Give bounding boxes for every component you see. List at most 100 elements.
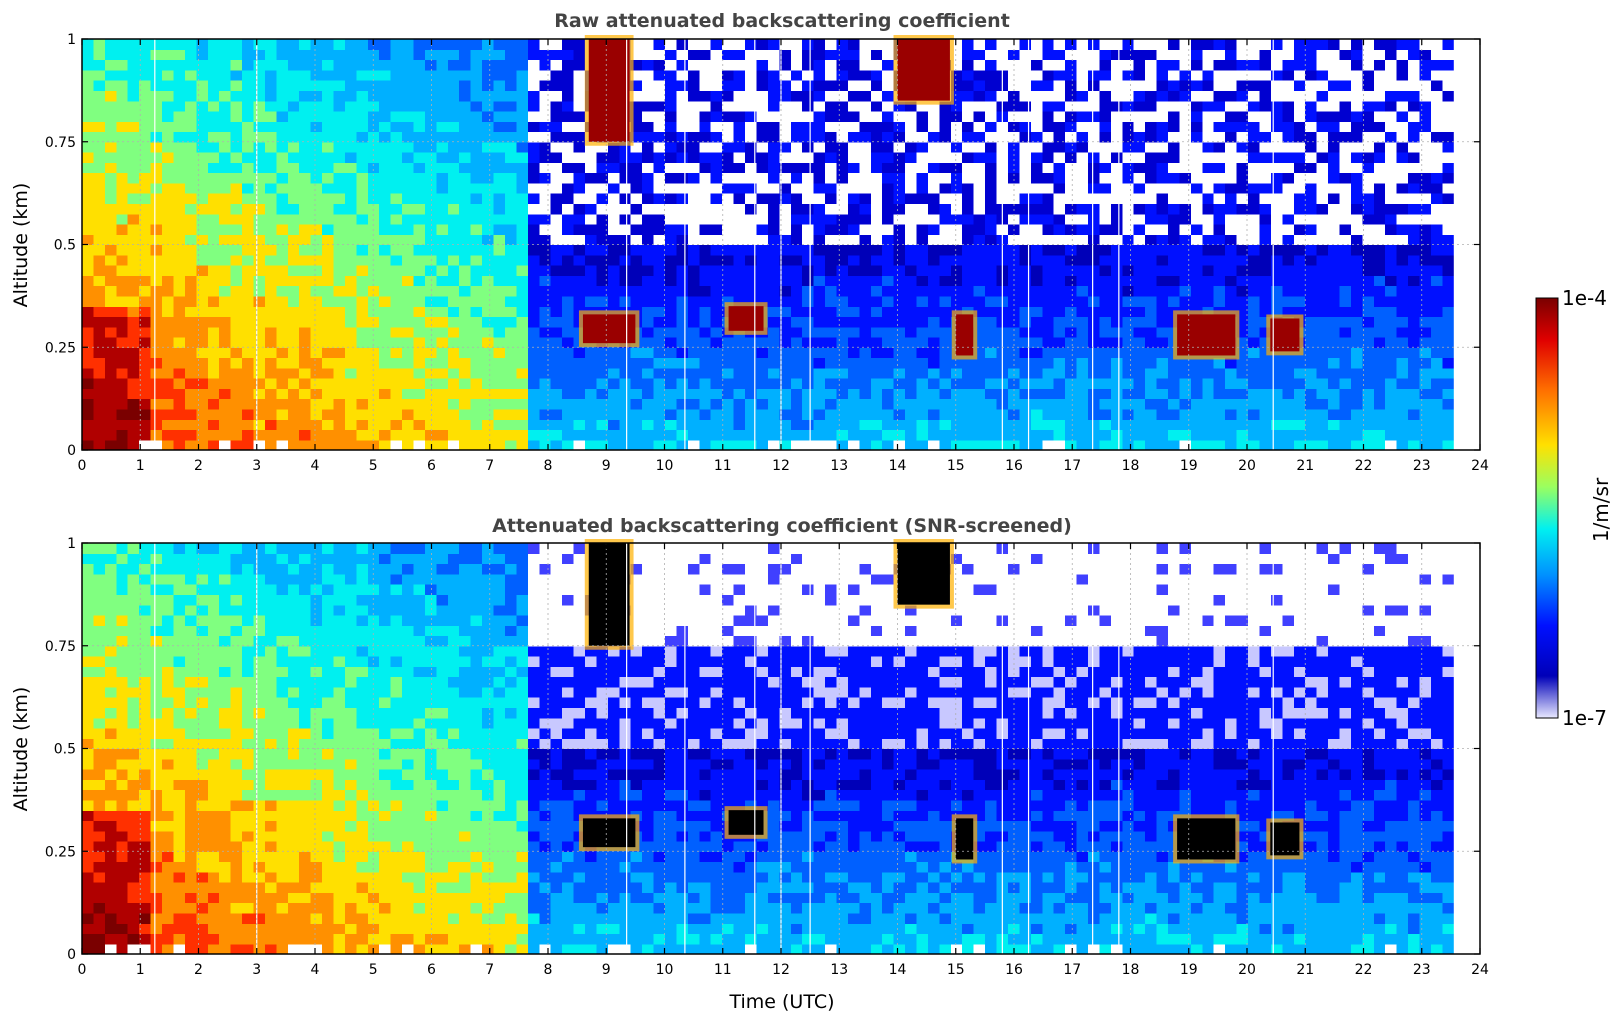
heatmap-cell: [242, 100, 255, 112]
heatmap-cell: [882, 152, 895, 163]
heatmap-cell: [1316, 439, 1329, 451]
heatmap-cell: [1099, 244, 1112, 256]
heatmap-cell: [1236, 336, 1249, 348]
heatmap-cell: [1339, 69, 1352, 81]
heatmap-cell: [459, 121, 472, 133]
heatmap-cell: [676, 378, 689, 389]
heatmap-cell: [527, 39, 540, 50]
heatmap-cell: [1236, 162, 1249, 174]
heatmap-cell: [504, 110, 517, 122]
heatmap-cell: [927, 110, 940, 122]
heatmap-cell: [1248, 90, 1261, 102]
heatmap-cell: [299, 100, 312, 112]
heatmap-cell: [1328, 213, 1341, 225]
heatmap-cell: [859, 316, 872, 328]
heatmap-cell: [367, 408, 380, 420]
heatmap-cell: [1042, 90, 1055, 102]
heatmap-cell: [722, 49, 735, 61]
heatmap-cell: [1122, 347, 1135, 359]
heatmap-cell: [653, 378, 666, 389]
heatmap-cell: [1442, 408, 1455, 420]
heatmap-cell: [310, 398, 323, 410]
heatmap-cell: [802, 172, 815, 184]
heatmap-cell: [1087, 244, 1101, 256]
heatmap-cell: [1019, 265, 1032, 276]
heatmap-cell: [1316, 378, 1329, 389]
heatmap-cell: [1373, 193, 1386, 205]
heatmap-cell: [1305, 347, 1318, 359]
heatmap-cell: [665, 285, 678, 297]
heatmap-cell: [905, 357, 918, 369]
heatmap-cell: [676, 316, 689, 328]
heatmap-cell: [642, 285, 655, 297]
heatmap-cell: [127, 419, 140, 431]
heatmap-cell: [1316, 388, 1329, 400]
heatmap-cell: [1053, 347, 1066, 359]
heatmap-cell: [104, 336, 117, 348]
heatmap-cell: [1430, 234, 1443, 246]
heatmap-cell: [802, 49, 815, 61]
heatmap-cell: [413, 254, 426, 266]
heatmap-cell: [82, 882, 95, 893]
heatmap-cell: [413, 408, 426, 420]
heatmap-cell: [264, 439, 277, 451]
heatmap-cell: [882, 203, 895, 215]
heatmap-cell: [1419, 182, 1432, 194]
heatmap-cell: [173, 439, 186, 451]
heatmap-cell: [1168, 203, 1181, 215]
heatmap-cell: [402, 213, 415, 225]
heatmap-cell: [1122, 213, 1135, 225]
heatmap-cell: [1156, 439, 1169, 451]
heatmap-cell: [1293, 223, 1306, 235]
heatmap-cell: [847, 182, 860, 194]
heatmap-cell: [1076, 254, 1089, 266]
heatmap-cell: [1362, 90, 1375, 102]
heatmap-cell: [493, 121, 506, 133]
heatmap-cell: [242, 244, 255, 256]
heatmap-cell: [150, 265, 163, 276]
heatmap-cell: [127, 234, 140, 246]
heatmap-cell: [1110, 162, 1123, 174]
heatmap-cell: [1076, 172, 1089, 184]
heatmap-cell: [344, 203, 357, 215]
heatmap-cell: [104, 152, 117, 163]
heatmap-cell: [1168, 213, 1181, 225]
heatmap-cell: [1362, 306, 1375, 318]
heatmap-cell: [676, 203, 689, 215]
heatmap-cell: [1248, 182, 1261, 194]
heatmap-cell: [596, 419, 609, 431]
heatmap-cell: [1316, 152, 1329, 163]
heatmap-cell: [985, 234, 998, 246]
heatmap-cell: [184, 265, 197, 276]
heatmap-cell: [184, 203, 197, 215]
heatmap-cell: [550, 306, 563, 318]
heatmap-cell: [779, 59, 792, 71]
heatmap-cell: [550, 336, 563, 348]
heatmap-cell: [82, 203, 95, 215]
heatmap-cell: [1168, 223, 1181, 235]
heatmap-cell: [630, 285, 643, 297]
heatmap-cell: [379, 295, 392, 307]
heatmap-cell: [1236, 223, 1249, 235]
heatmap: [82, 35, 1480, 451]
heatmap-cell: [162, 141, 175, 153]
heatmap-cell: [242, 408, 255, 420]
heatmap-cell: [745, 172, 758, 184]
heatmap-cell: [905, 213, 918, 225]
heatmap-cell: [150, 367, 163, 379]
heatmap-cell: [722, 419, 735, 431]
heatmap-cell: [527, 439, 540, 451]
heatmap-cell: [299, 49, 312, 61]
heatmap-cell: [116, 162, 129, 174]
heatmap-cell: [665, 213, 678, 225]
heatmap-cell: [836, 244, 849, 256]
heatmap-cell: [905, 234, 918, 246]
heatmap-cell: [1282, 285, 1295, 297]
heatmap-cell: [939, 336, 952, 348]
heatmap-cell: [550, 357, 563, 369]
heatmap-cell: [1156, 162, 1169, 174]
heatmap-cell: [573, 49, 586, 61]
heatmap-cell: [116, 59, 129, 71]
heatmap-cell: [973, 152, 986, 163]
heatmap-cell: [1133, 347, 1146, 359]
